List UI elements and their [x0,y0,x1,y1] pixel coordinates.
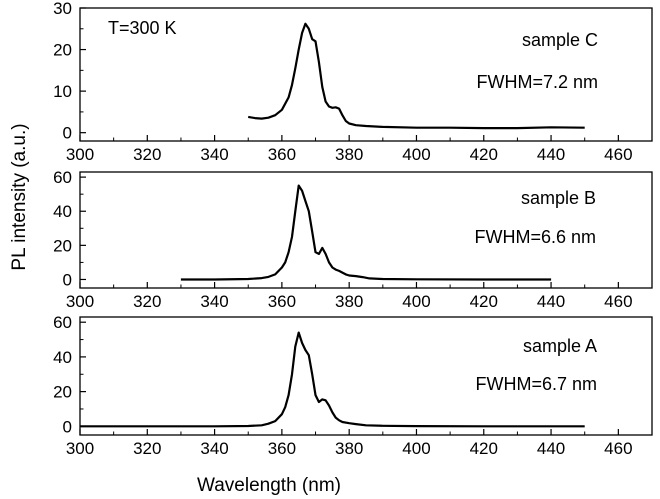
x-tick-label: 340 [200,292,228,311]
series-line-b [180,184,552,281]
series-line-c [248,22,585,130]
panel-b: 300 320 340 360 380 400 420 440 460 0 20 40 60 sample… [53,168,653,311]
x-tick-label: 340 [200,439,228,458]
x-tick-label: 360 [268,439,296,458]
annotation: sample A [523,336,597,356]
x-tick-label: 300 [66,439,94,458]
annotation: sample C [522,30,598,50]
y-tick-label: 40 [53,202,72,221]
x-tick-label: 400 [402,439,430,458]
annotation: T=300 K [108,18,177,38]
x-tick-label: 320 [133,292,161,311]
y-tick-label: 40 [53,348,72,367]
x-tick-label: 460 [604,292,632,311]
y-tick-label: 20 [53,383,72,402]
x-tick-label: 460 [604,145,632,164]
x-tick-label: 380 [335,292,363,311]
annotation: FWHM=6.6 nm [474,227,596,247]
y-tick-label: 60 [53,313,72,332]
x-tick-label: 460 [604,439,632,458]
plot-frame [79,316,653,436]
y-axis-label: PL intensity (a.u.) [9,123,30,270]
plot-frame [79,171,653,289]
plot-frame [79,7,653,142]
x-axis-label: Wavelength (nm) [197,475,341,496]
x-tick-label: 320 [133,145,161,164]
x-tick-label: 300 [66,145,94,164]
panel-c: 300 320 340 360 380 400 420 440 460 0 10 20 30 T=300 … [53,0,653,164]
x-tick-label: 380 [335,145,363,164]
x-tick-label: 300 [66,292,94,311]
x-tick-label: 360 [268,145,296,164]
panel-a: 300 320 340 360 380 400 420 440 460 0 20 40 60 sample… [53,313,653,458]
annotation: FWHM=6.7 nm [475,374,597,394]
y-tick-label: 0 [63,417,72,436]
x-tick-label: 400 [402,292,430,311]
x-tick-label: 360 [268,292,296,311]
y-tick-label: 20 [53,236,72,255]
annotation: sample B [521,188,596,208]
x-tick-label: 320 [133,439,161,458]
x-tick-label: 420 [470,439,498,458]
series-line-a [80,331,585,428]
x-tick-label: 440 [537,439,565,458]
y-tick-label: 30 [53,0,72,18]
x-tick-label: 440 [537,145,565,164]
y-tick-label: 10 [53,82,72,101]
x-tick-label: 420 [470,292,498,311]
y-tick-label: 20 [53,41,72,60]
y-tick-label: 60 [53,168,72,187]
y-tick-label: 0 [63,270,72,289]
y-tick-label: 0 [63,124,72,143]
x-tick-label: 440 [537,292,565,311]
x-tick-label: 380 [335,439,363,458]
x-tick-label: 420 [470,145,498,164]
x-tick-label: 340 [200,145,228,164]
x-tick-label: 400 [402,145,430,164]
annotation: FWHM=7.2 nm [476,72,598,92]
